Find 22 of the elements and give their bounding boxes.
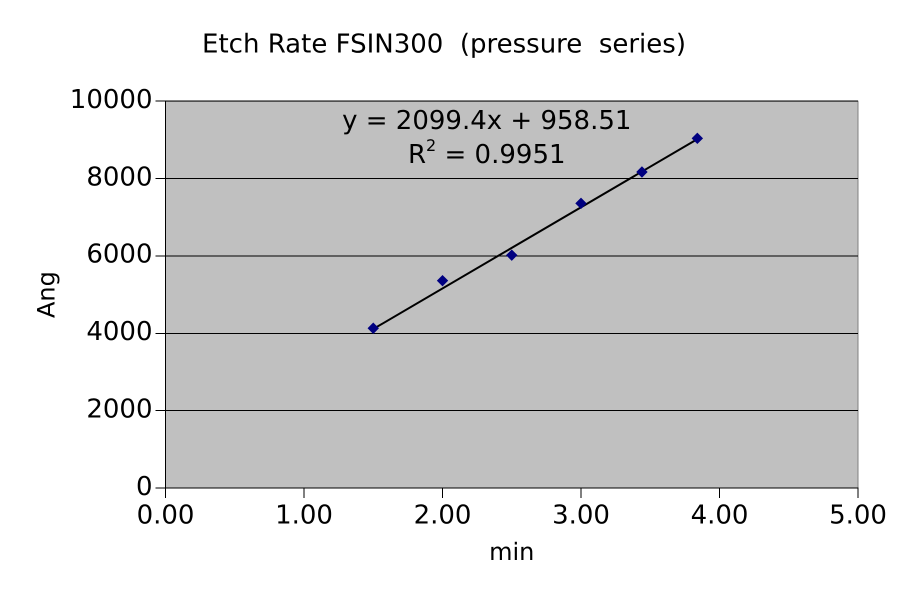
point [636,166,648,178]
x-tick-label: 1.00 [275,500,333,530]
x-tick-label: 0.00 [136,500,194,530]
point [692,132,703,144]
chart-title: Etch Rate FSIN300 (pressure series) [202,29,686,60]
y-tick-label: 0 [136,472,153,502]
annotation: y = 2099.4x + 958.51 [342,106,632,136]
y-tick-label: 6000 [86,240,153,270]
x-axis-title: min [489,538,534,566]
y-tick-label: 8000 [86,162,153,192]
y-tick-label: 4000 [86,317,153,348]
y-tick-label: 2000 [86,394,153,424]
x-tick-label: 2.00 [414,500,472,530]
x-tick-label: 5.00 [829,500,887,530]
point [437,275,448,286]
y-axis-title: Ang [32,271,61,318]
point [506,250,518,261]
x-tick-label: 3.00 [552,500,610,530]
point [576,198,587,209]
x-tick-label: 4.00 [690,500,748,530]
point [368,322,379,334]
y-tick-label: 10000 [70,84,153,115]
